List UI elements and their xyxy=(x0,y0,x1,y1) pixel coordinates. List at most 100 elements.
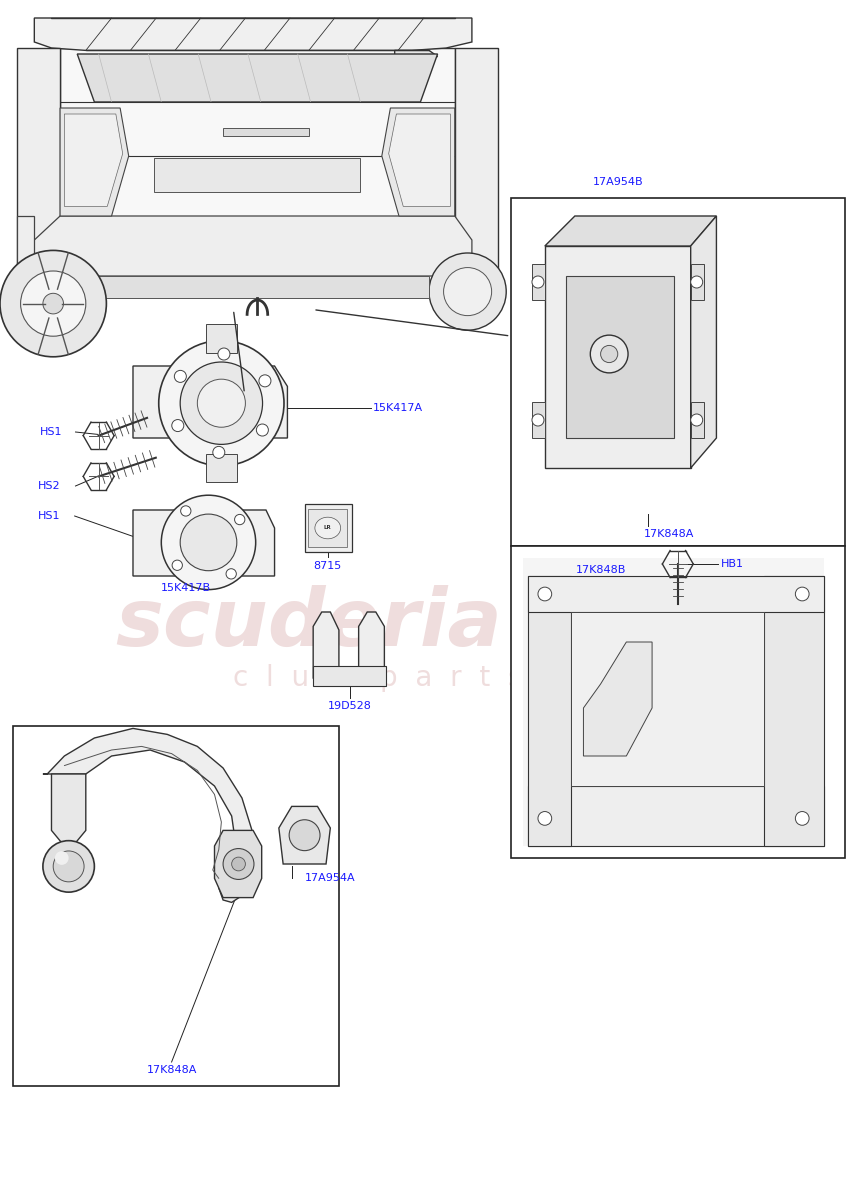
Text: 17K848A: 17K848A xyxy=(644,529,694,539)
Polygon shape xyxy=(583,642,652,756)
Circle shape xyxy=(429,253,506,330)
Circle shape xyxy=(538,587,552,601)
Circle shape xyxy=(691,276,703,288)
Bar xyxy=(686,632,708,654)
Bar xyxy=(598,654,620,676)
Bar xyxy=(532,610,554,632)
Polygon shape xyxy=(395,50,438,60)
Polygon shape xyxy=(17,48,60,312)
Bar xyxy=(532,588,554,610)
Circle shape xyxy=(232,857,245,871)
Circle shape xyxy=(197,379,245,427)
Bar xyxy=(576,676,598,698)
Bar xyxy=(664,544,686,566)
Polygon shape xyxy=(133,510,275,576)
Bar xyxy=(642,698,664,720)
Circle shape xyxy=(213,446,225,458)
Bar xyxy=(642,676,664,698)
Bar xyxy=(576,566,598,588)
Circle shape xyxy=(444,268,492,316)
Circle shape xyxy=(174,371,186,383)
Bar xyxy=(664,566,686,588)
Polygon shape xyxy=(571,612,764,786)
Polygon shape xyxy=(60,48,455,288)
Bar xyxy=(620,654,642,676)
Text: HS2: HS2 xyxy=(38,481,60,491)
Circle shape xyxy=(795,811,809,826)
Circle shape xyxy=(159,341,284,466)
Circle shape xyxy=(218,348,230,360)
Bar xyxy=(554,698,576,720)
Polygon shape xyxy=(313,612,339,684)
Bar xyxy=(598,588,620,610)
Text: 8715: 8715 xyxy=(314,562,341,571)
Circle shape xyxy=(172,420,184,432)
Bar xyxy=(620,588,642,610)
Bar xyxy=(532,632,554,654)
Circle shape xyxy=(0,251,106,356)
Circle shape xyxy=(53,851,84,882)
Polygon shape xyxy=(528,576,824,612)
Bar xyxy=(664,654,686,676)
Bar xyxy=(598,698,620,720)
Polygon shape xyxy=(389,114,450,206)
Bar xyxy=(576,632,598,654)
Bar xyxy=(686,676,708,698)
Polygon shape xyxy=(691,216,716,468)
Bar xyxy=(511,198,845,546)
Text: c  l  u  b    p  a  r  t  s: c l u b p a r t s xyxy=(233,664,523,692)
Polygon shape xyxy=(133,366,287,438)
Text: 15K417A: 15K417A xyxy=(373,403,423,413)
Bar xyxy=(532,544,554,566)
Bar xyxy=(598,610,620,632)
Bar xyxy=(664,588,686,610)
Text: 17K848B: 17K848B xyxy=(576,565,625,575)
Bar xyxy=(532,676,554,698)
Polygon shape xyxy=(532,264,545,300)
Bar xyxy=(576,698,598,720)
Bar xyxy=(686,566,708,588)
Polygon shape xyxy=(691,264,704,300)
Ellipse shape xyxy=(315,517,341,539)
Bar xyxy=(576,610,598,632)
Bar xyxy=(554,566,576,588)
Bar xyxy=(642,544,664,566)
Bar xyxy=(620,698,642,720)
Bar xyxy=(686,610,708,632)
Bar xyxy=(664,632,686,654)
Polygon shape xyxy=(223,128,309,136)
Polygon shape xyxy=(60,108,129,216)
Bar xyxy=(642,632,664,654)
Bar xyxy=(554,610,576,632)
Polygon shape xyxy=(566,276,674,438)
Circle shape xyxy=(55,851,69,865)
Bar xyxy=(554,654,576,676)
Polygon shape xyxy=(279,806,330,864)
Polygon shape xyxy=(214,830,262,898)
Text: HS1: HS1 xyxy=(40,427,63,437)
Bar xyxy=(598,676,620,698)
Text: 19D528: 19D528 xyxy=(328,701,372,710)
Text: HB1: HB1 xyxy=(721,559,744,569)
Bar xyxy=(686,588,708,610)
Bar xyxy=(664,610,686,632)
Polygon shape xyxy=(528,786,824,846)
Bar xyxy=(305,504,352,552)
Bar xyxy=(576,654,598,676)
Bar xyxy=(598,544,620,566)
Bar xyxy=(686,698,708,720)
Circle shape xyxy=(257,424,269,436)
Circle shape xyxy=(223,848,254,880)
Bar xyxy=(620,676,642,698)
Text: LR: LR xyxy=(323,526,332,530)
Polygon shape xyxy=(545,216,716,246)
Polygon shape xyxy=(691,402,704,438)
Polygon shape xyxy=(17,216,86,312)
Circle shape xyxy=(289,820,320,851)
Circle shape xyxy=(691,414,703,426)
Circle shape xyxy=(43,293,63,314)
Polygon shape xyxy=(764,576,824,846)
Text: 15K417B: 15K417B xyxy=(161,583,211,593)
Bar xyxy=(664,676,686,698)
Polygon shape xyxy=(77,54,438,102)
